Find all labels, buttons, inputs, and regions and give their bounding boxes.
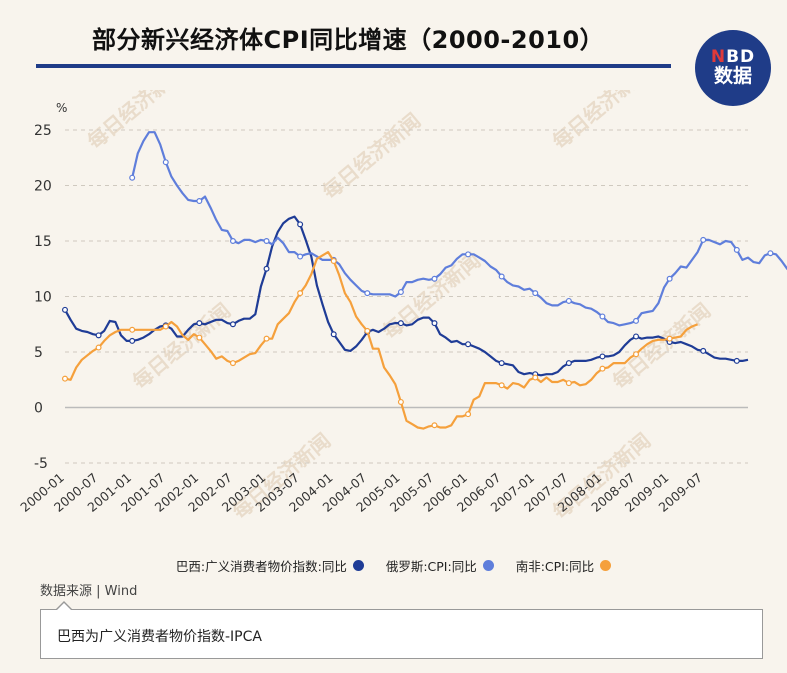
series-point-south-africa xyxy=(61,375,68,382)
series-point-brazil xyxy=(196,320,203,327)
series-line-russia xyxy=(131,131,787,327)
series-point-south-africa xyxy=(129,326,136,333)
watermark-text: 每日经济新闻 xyxy=(548,90,655,154)
series-point-russia xyxy=(733,246,740,253)
watermark-text: 每日经济新闻 xyxy=(83,90,190,154)
watermark-text: 每日经济新闻 xyxy=(318,108,425,204)
logo-letters-bd: BD xyxy=(726,47,756,68)
nbd-logo: NBD 数据 xyxy=(695,30,771,106)
series-point-brazil xyxy=(431,320,438,327)
series-point-brazil xyxy=(229,321,236,328)
data-source: 数据来源 | Wind xyxy=(40,584,138,599)
legend-marker-south-africa xyxy=(600,560,612,571)
series-point-brazil xyxy=(465,341,472,348)
series-point-brazil xyxy=(263,265,270,272)
logo-letter-n: N xyxy=(710,47,727,68)
series-point-south-africa xyxy=(95,344,102,351)
series-point-russia xyxy=(599,313,606,320)
series-point-brazil xyxy=(565,360,572,367)
series-point-brazil xyxy=(297,221,304,228)
series-point-south-africa xyxy=(297,290,304,297)
y-tick-label: 5 xyxy=(34,345,43,361)
series-point-russia xyxy=(565,297,572,304)
chart-title: 部分新兴经济体CPI同比增速（2000-2010） xyxy=(92,26,605,54)
series-point-south-africa xyxy=(229,360,236,367)
series-line-south-africa xyxy=(64,251,699,430)
series-point-russia xyxy=(767,250,774,257)
series-point-russia xyxy=(465,251,472,258)
series-point-russia xyxy=(532,290,539,297)
series-point-brazil xyxy=(700,347,707,354)
logo-text: 数据 xyxy=(713,64,752,87)
series-point-south-africa xyxy=(666,335,673,342)
series-point-russia xyxy=(297,253,304,260)
series-point-south-africa xyxy=(364,327,371,334)
y-tick-label: -5 xyxy=(34,456,48,472)
series-point-south-africa xyxy=(532,374,539,381)
series-point-russia xyxy=(196,198,203,205)
series-point-south-africa xyxy=(599,365,606,372)
series-point-russia xyxy=(263,238,270,245)
note-box: 巴西为广义消费者物价指数-IPCA xyxy=(40,609,763,659)
series-point-brazil xyxy=(633,333,640,340)
series-point-russia xyxy=(162,159,169,166)
series-point-brazil xyxy=(599,353,606,360)
legend-item-russia[interactable]: 俄罗斯:CPI:同比 xyxy=(386,556,494,575)
series-point-south-africa xyxy=(431,422,438,429)
legend-item-south-africa[interactable]: 南非:CPI:同比 xyxy=(515,556,612,575)
series-point-south-africa xyxy=(565,380,572,387)
line-chart: 每日经济新闻每日经济新闻每日经济新闻每日经济新闻每日经济新闻每日经济新闻每日经济… xyxy=(17,90,787,524)
series-point-russia xyxy=(431,275,438,282)
series-point-brazil xyxy=(397,320,404,327)
chart-legend: 巴西:广义消费者物价指数:同比 俄罗斯:CPI:同比 南非:CPI:同比 xyxy=(0,556,787,575)
legend-label-russia: 俄罗斯:CPI:同比 xyxy=(385,559,477,574)
legend-marker-brazil xyxy=(352,560,364,571)
series-point-brazil xyxy=(129,337,136,344)
title-underline xyxy=(36,64,671,68)
y-tick-label: 20 xyxy=(34,179,52,195)
series-point-russia xyxy=(397,289,404,296)
series-point-russia xyxy=(364,290,371,297)
note-caret-inner xyxy=(57,603,71,610)
y-tick-label: 15 xyxy=(34,234,52,250)
y-tick-label: 10 xyxy=(34,290,52,306)
series-point-south-africa xyxy=(330,257,337,264)
series-point-russia xyxy=(633,317,640,324)
series-point-south-africa xyxy=(263,335,270,342)
legend-item-brazil[interactable]: 巴西:广义消费者物价指数:同比 xyxy=(176,556,364,575)
series-point-south-africa xyxy=(162,323,169,330)
legend-label-brazil: 巴西:广义消费者物价指数:同比 xyxy=(175,559,347,574)
series-point-russia xyxy=(498,273,505,280)
series-point-brazil xyxy=(95,332,102,339)
series-point-south-africa xyxy=(633,351,640,358)
series-point-south-africa xyxy=(498,382,505,389)
series-point-south-africa xyxy=(397,398,404,405)
series-point-russia xyxy=(129,174,136,181)
series-point-russia xyxy=(229,238,236,245)
watermark-text: 每日经济新闻 xyxy=(128,298,235,394)
series-point-brazil xyxy=(330,331,337,338)
legend-label-south-africa: 南非:CPI:同比 xyxy=(515,559,595,574)
series-point-brazil xyxy=(733,357,740,364)
series-point-brazil xyxy=(61,306,68,313)
series-point-south-africa xyxy=(196,334,203,341)
y-axis-unit: % xyxy=(56,101,67,115)
legend-marker-russia xyxy=(482,560,494,571)
series-point-russia xyxy=(666,275,673,282)
series-point-brazil xyxy=(498,360,505,367)
y-tick-label: 25 xyxy=(34,123,52,139)
series-point-south-africa xyxy=(465,411,472,418)
series-point-russia xyxy=(700,236,707,243)
y-tick-label: 0 xyxy=(34,401,43,417)
